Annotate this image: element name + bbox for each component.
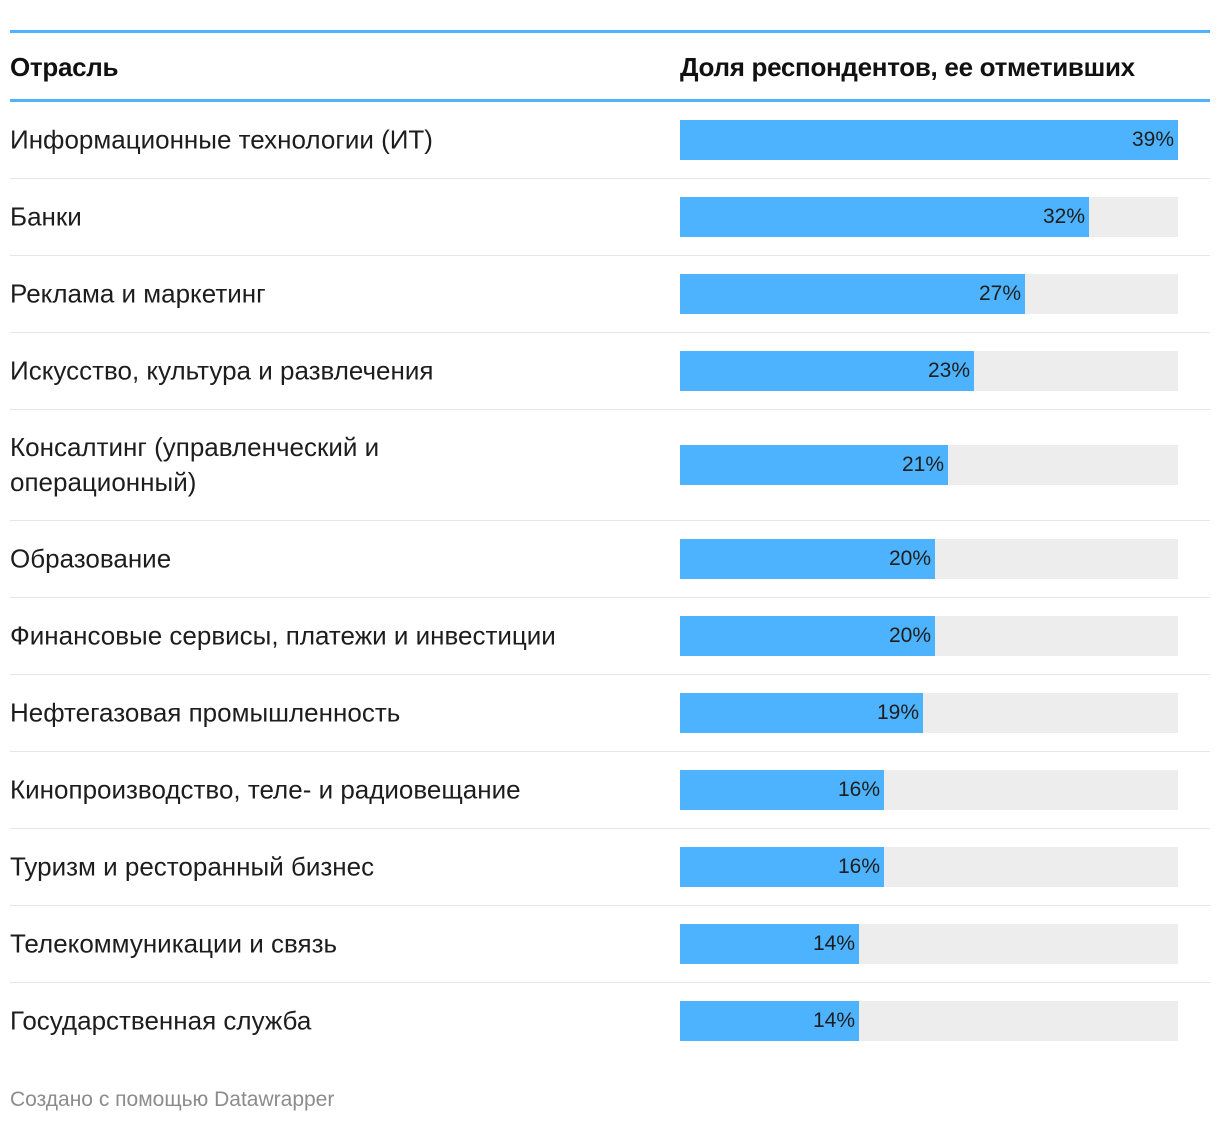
industry-label: Образование: [10, 543, 172, 574]
industry-label: Искусство, культура и развлечения: [10, 355, 434, 386]
industry-label: Государственная служба: [10, 1005, 312, 1036]
bar-track: 27%: [680, 274, 1178, 314]
industry-label: Банки: [10, 201, 82, 232]
industry-label: Кинопроизводство, теле- и радиовещание: [10, 774, 521, 805]
bar-value-label: 21%: [901, 453, 944, 476]
bar-track: 19%: [680, 693, 1178, 733]
table-row: Государственная служба 14%: [10, 983, 1210, 1059]
bar: 20%: [680, 539, 935, 579]
table-row: Финансовые сервисы, платежи и инвестиции…: [10, 598, 1210, 675]
bar-track: 32%: [680, 197, 1178, 237]
footer-credit: Создано с помощью Datawrapper: [10, 1088, 335, 1111]
bar-value-label: 23%: [927, 359, 970, 382]
bar: 23%: [680, 351, 974, 391]
industry-label: Туризм и ресторанный бизнес: [10, 851, 375, 882]
industry-label: Нефтегазовая промышленность: [10, 697, 401, 728]
bar-track: 16%: [680, 847, 1178, 887]
bar-track: 14%: [680, 1001, 1178, 1041]
table-row: Банки 32%: [10, 179, 1210, 256]
bar: 16%: [680, 770, 884, 810]
bar-value-label: 20%: [888, 624, 931, 647]
bar: 14%: [680, 924, 859, 964]
table-header: Отрасль Доля респондентов, ее отметивших: [10, 33, 1210, 99]
bar-track: 23%: [680, 351, 1178, 391]
bar: 32%: [680, 197, 1089, 237]
bar: 27%: [680, 274, 1025, 314]
table-row: Туризм и ресторанный бизнес 16%: [10, 829, 1210, 906]
bar-value-label: 16%: [837, 855, 880, 878]
table-top-rule: [10, 30, 1210, 33]
bar-value-label: 16%: [837, 778, 880, 801]
bar-track: 20%: [680, 616, 1178, 656]
bar-value-label: 27%: [978, 282, 1021, 305]
bar-value-label: 14%: [812, 1009, 855, 1032]
bar-track: 14%: [680, 924, 1178, 964]
bar: 14%: [680, 1001, 859, 1041]
bar-value-label: 19%: [876, 701, 919, 724]
table-row: Телекоммуникации и связь 14%: [10, 906, 1210, 983]
bar-value-label: 20%: [888, 547, 931, 570]
column-header-industry[interactable]: Отрасль: [10, 52, 119, 82]
industry-label: Финансовые сервисы, платежи и инвестиции: [10, 620, 556, 651]
bar-track: 21%: [680, 445, 1178, 485]
table-body: Информационные технологии (ИТ) 39% Банки 32…: [10, 102, 1210, 1059]
table-row: Нефтегазовая промышленность 19%: [10, 675, 1210, 752]
table-row: Реклама и маркетинг 27%: [10, 256, 1210, 333]
column-header-share[interactable]: Доля респондентов, ее отметивших: [680, 52, 1135, 82]
industry-label: Реклама и маркетинг: [10, 278, 266, 309]
bar-value-label: 39%: [1131, 128, 1174, 151]
bar: 20%: [680, 616, 935, 656]
bar-value-label: 32%: [1042, 205, 1085, 228]
table-row: Информационные технологии (ИТ) 39%: [10, 102, 1210, 179]
table-row: Искусство, культура и развлечения 23%: [10, 333, 1210, 410]
bar: 39%: [680, 120, 1178, 160]
table-row: Образование 20%: [10, 521, 1210, 598]
industry-label: Информационные технологии (ИТ): [10, 124, 433, 155]
table-row: Консалтинг (управленческий и операционны…: [10, 410, 1210, 521]
bar: 16%: [680, 847, 884, 887]
bar: 19%: [680, 693, 923, 733]
table-row: Кинопроизводство, теле- и радиовещание 16…: [10, 752, 1210, 829]
industry-label: Консалтинг (управленческий и операционны…: [10, 432, 380, 497]
industry-label: Телекоммуникации и связь: [10, 928, 338, 959]
bar-track: 39%: [680, 120, 1178, 160]
header-rule: [10, 99, 1210, 102]
bar-value-label: 14%: [812, 932, 855, 955]
bar: 21%: [680, 445, 948, 485]
bar-track: 20%: [680, 539, 1178, 579]
bar-track: 16%: [680, 770, 1178, 810]
